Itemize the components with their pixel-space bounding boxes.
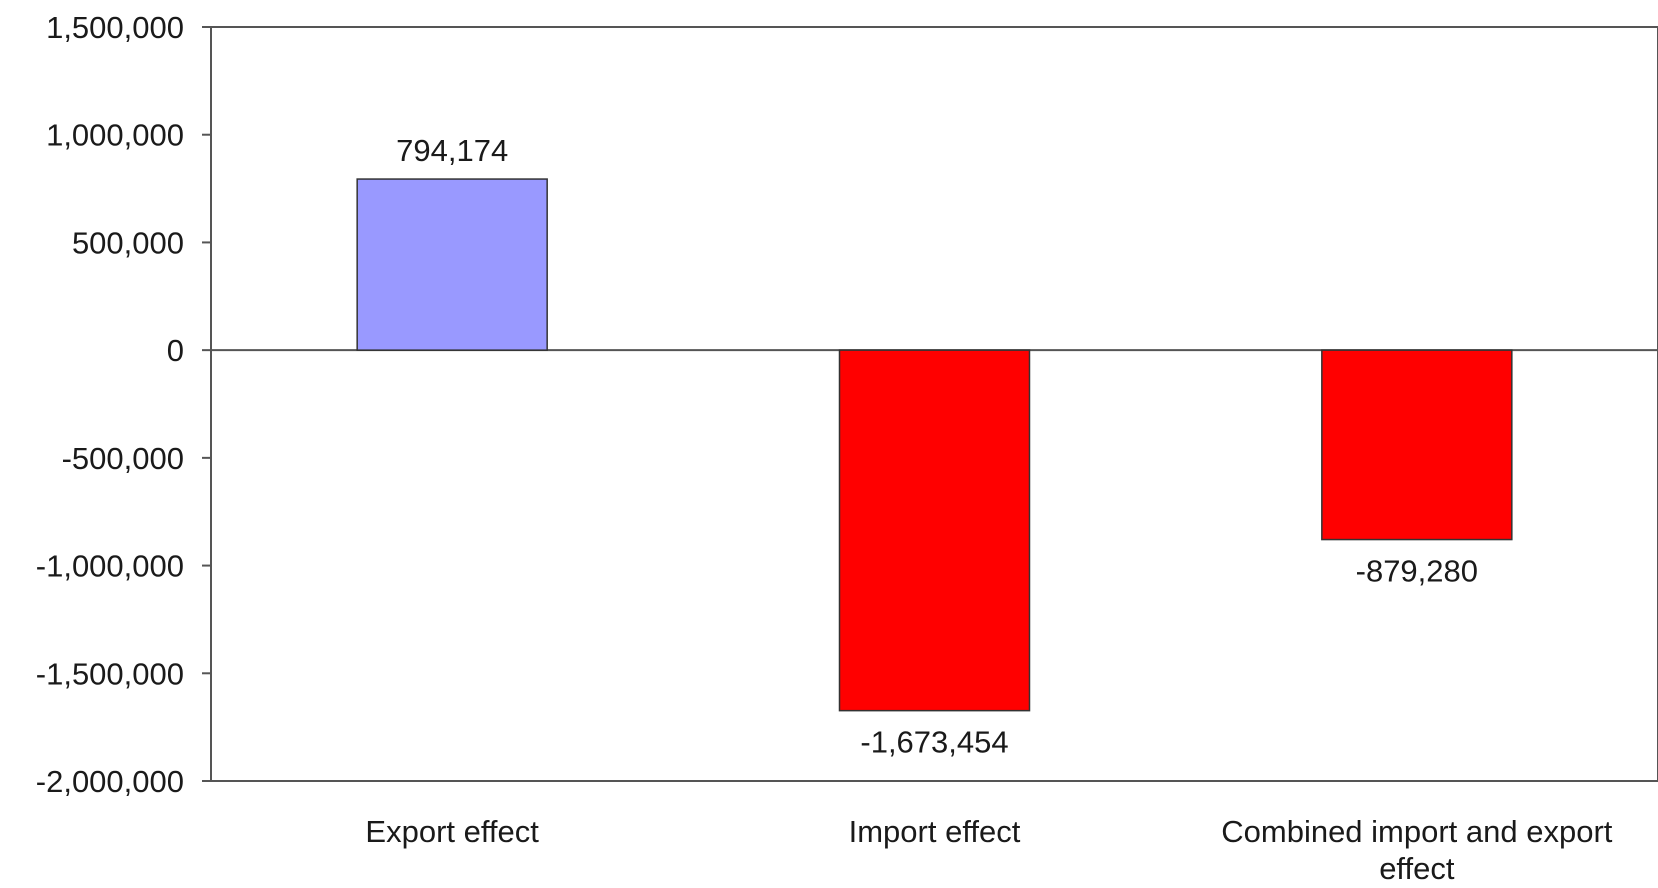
bar <box>356 178 548 351</box>
bar-layer <box>356 178 1513 712</box>
x-category-label: Export effect <box>365 814 539 849</box>
y-tick-label: 500,000 <box>72 225 184 260</box>
plot-area-frame <box>210 26 1658 782</box>
x-category-label: Import effect <box>849 814 1021 849</box>
y-tick-label: -500,000 <box>62 441 184 476</box>
data-label: 794,174 <box>396 133 508 168</box>
y-tick-label: 0 <box>167 333 184 368</box>
axis-layer: 1,500,000 1,000,000 500,000 0 -500,000 -1,000… <box>36 10 1658 799</box>
y-tick-label: 1,000,000 <box>46 118 184 153</box>
bar <box>1321 349 1513 541</box>
data-label: -879,280 <box>1356 554 1478 589</box>
y-tick-label: -2,000,000 <box>36 764 184 799</box>
bar <box>838 349 1031 712</box>
label-layer: 794,174 Export effect -1,673,454 Import eff… <box>365 133 1612 886</box>
x-category-label: Combined import and export effect <box>1221 814 1613 886</box>
y-tick-label: -1,000,000 <box>36 549 184 584</box>
data-label: -1,673,454 <box>860 725 1008 760</box>
y-tick-label: 1,500,000 <box>46 10 184 45</box>
y-tick-label: -1,500,000 <box>36 656 184 691</box>
